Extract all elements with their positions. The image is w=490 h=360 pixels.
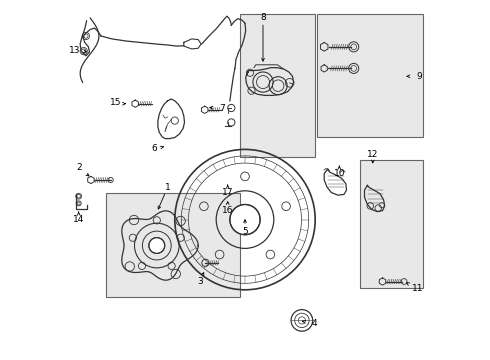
Text: 13: 13 — [69, 46, 81, 55]
Text: 14: 14 — [73, 215, 84, 224]
Text: 8: 8 — [260, 13, 266, 22]
Circle shape — [149, 238, 165, 253]
Text: 9: 9 — [416, 72, 422, 81]
Text: 11: 11 — [412, 284, 423, 293]
Text: 10: 10 — [334, 169, 345, 178]
Text: 12: 12 — [367, 150, 378, 158]
Text: 2: 2 — [76, 163, 82, 172]
Text: 6: 6 — [151, 144, 157, 153]
Text: 7: 7 — [219, 104, 224, 113]
Bar — [360, 160, 423, 288]
Bar — [317, 14, 423, 137]
Text: 4: 4 — [311, 319, 317, 328]
Text: 15: 15 — [110, 99, 121, 108]
Circle shape — [230, 204, 260, 235]
Text: 3: 3 — [197, 277, 203, 286]
Text: 1: 1 — [165, 183, 171, 192]
Bar — [240, 14, 315, 157]
Text: 5: 5 — [242, 227, 248, 236]
Text: 16: 16 — [222, 206, 233, 215]
Bar — [106, 193, 240, 297]
Text: 17: 17 — [222, 188, 233, 197]
